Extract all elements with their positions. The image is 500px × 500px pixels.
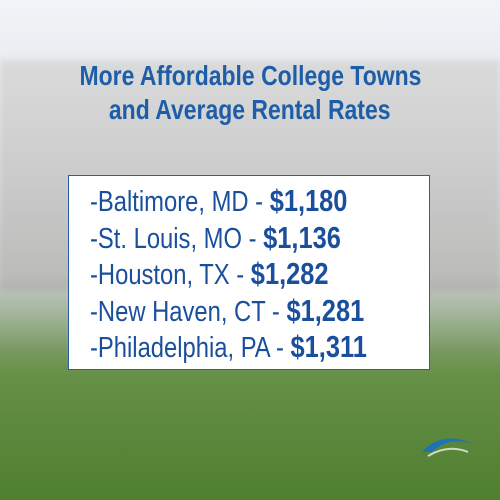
title-text: and Average Rental Rates (109, 94, 391, 125)
logo-swoosh (422, 438, 474, 452)
list-box (68, 175, 430, 370)
item-label: -New Haven, CT - (90, 295, 280, 328)
title-line: and Average Rental Rates (0, 94, 500, 126)
item-label: -Houston, TX - (90, 259, 245, 291)
list-item: -St. Louis, MO - $1,136 (90, 220, 341, 256)
title-line: More Affordable College Towns (0, 60, 500, 92)
logo (422, 438, 474, 457)
item-price: $1,281 (286, 292, 365, 328)
item-label: -St. Louis, MO - (90, 222, 257, 255)
title-text: More Affordable College Towns (79, 60, 421, 91)
list-item: -Houston, TX - $1,282 (90, 256, 329, 292)
item-label: -Baltimore, MD - (90, 186, 264, 218)
list-item: -Philadelphia, PA - $1,311 (90, 329, 367, 365)
list-item: -Baltimore, MD - $1,180 (90, 183, 347, 219)
item-price: $1,282 (250, 256, 329, 291)
logo-line (427, 447, 469, 457)
item-price: $1,136 (263, 219, 341, 255)
item-label: -Philadelphia, PA - (90, 332, 284, 364)
item-price: $1,180 (269, 183, 348, 218)
list-item: -New Haven, CT - $1,281 (90, 293, 364, 329)
item-price: $1,311 (290, 329, 367, 364)
